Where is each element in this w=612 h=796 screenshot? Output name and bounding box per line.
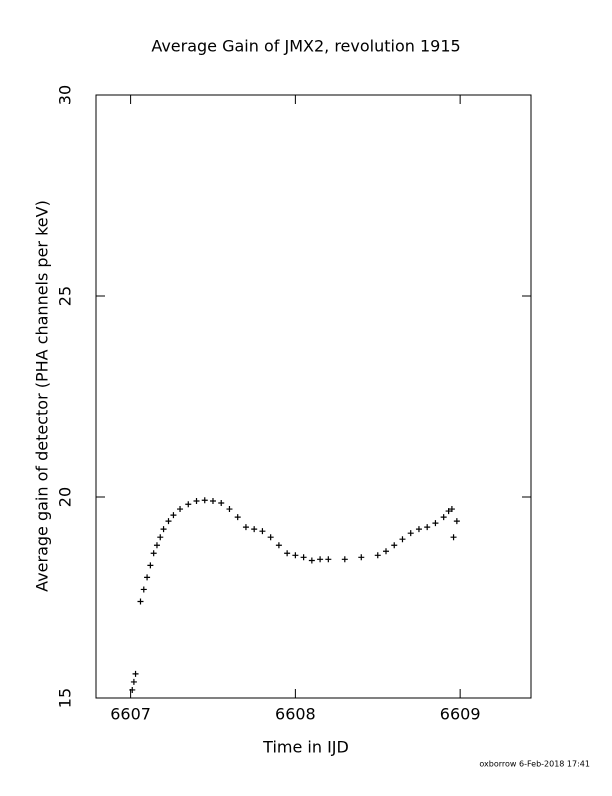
point: [234, 514, 241, 521]
footer: oxborrow 6-Feb-2018 17:41: [479, 760, 590, 769]
x-tick-label: 6609: [440, 705, 481, 724]
point: [140, 586, 147, 593]
point: [292, 552, 299, 559]
point: [267, 534, 274, 541]
point: [415, 526, 422, 533]
point: [209, 498, 216, 505]
point: [130, 678, 137, 685]
point: [448, 506, 455, 513]
point: [153, 542, 160, 549]
x-tick-label: 6607: [110, 705, 151, 724]
y-tick-label: 30: [56, 85, 75, 105]
point: [170, 512, 177, 519]
point: [259, 528, 266, 535]
x-axis-label: Time in IJD: [262, 738, 349, 757]
point: [453, 518, 460, 525]
point: [185, 501, 192, 508]
point: [341, 556, 348, 563]
point: [325, 556, 332, 563]
point: [242, 524, 249, 531]
point: [383, 548, 389, 555]
point: [150, 550, 157, 557]
point: [132, 670, 139, 677]
point: [251, 526, 258, 533]
point: [391, 542, 398, 549]
point: [432, 520, 439, 527]
point: [450, 534, 457, 541]
point: [144, 574, 151, 581]
point: [193, 498, 200, 505]
point: [440, 514, 447, 521]
point: [147, 562, 154, 569]
point: [424, 524, 431, 531]
point: [300, 554, 307, 561]
point: [407, 530, 414, 537]
y-axis-label: Average gain of detector (PHA channels p…: [33, 200, 52, 592]
y-tick-label: 25: [56, 286, 75, 306]
point: [275, 542, 282, 549]
point: [358, 554, 365, 561]
point: [399, 536, 406, 543]
point: [308, 557, 315, 564]
point: [284, 550, 291, 557]
point: [157, 534, 164, 541]
point: [445, 508, 452, 515]
point: [165, 518, 172, 525]
point: [226, 506, 233, 513]
chart-title: Average Gain of JMX2, revolution 1915: [151, 37, 460, 56]
point: [177, 506, 184, 513]
plot-frame: [95, 94, 532, 699]
y-tick-label: 20: [56, 487, 75, 507]
point: [218, 500, 225, 507]
point: [137, 598, 144, 605]
y-tick-label: 15: [56, 688, 75, 708]
point: [129, 686, 136, 693]
point: [160, 526, 167, 533]
point: [317, 556, 324, 563]
x-tick-label: 6608: [275, 705, 316, 724]
point: [374, 552, 381, 559]
point: [201, 497, 208, 504]
